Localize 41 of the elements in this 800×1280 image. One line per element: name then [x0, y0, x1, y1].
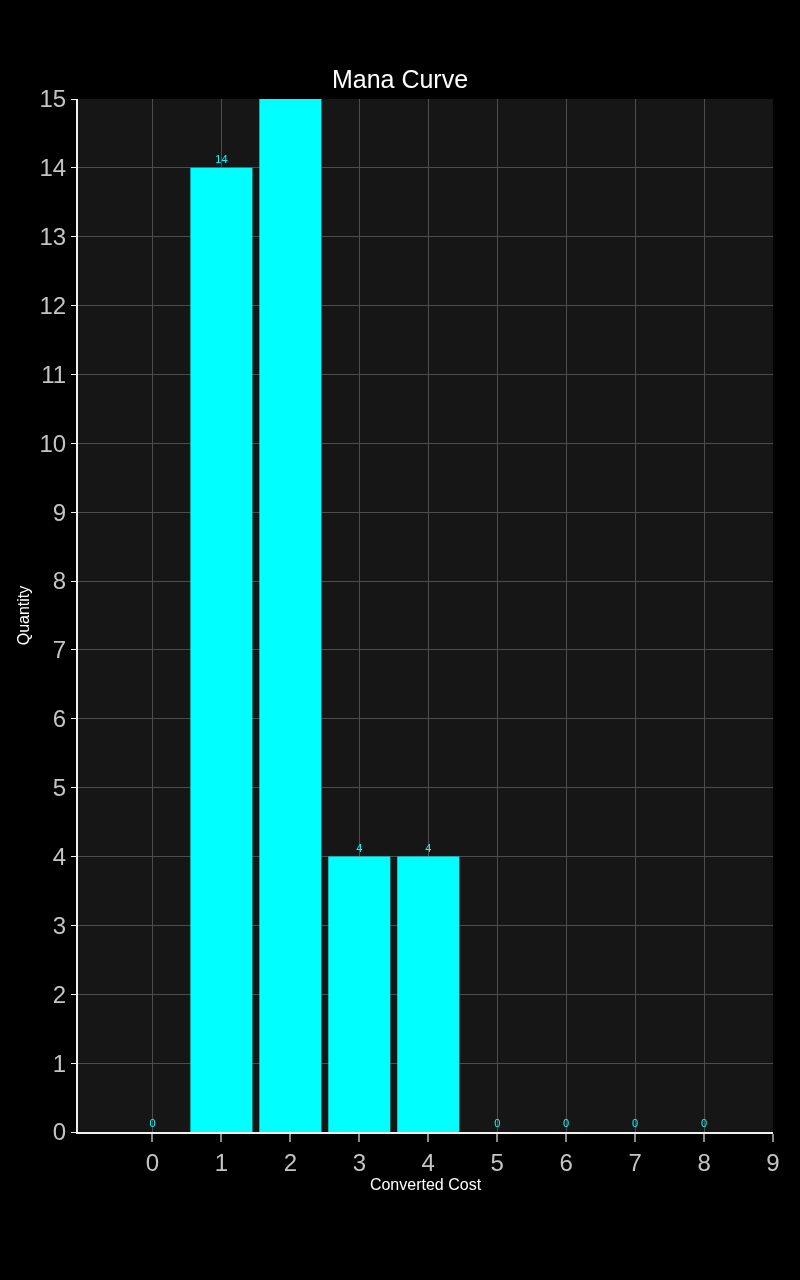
data-label: 0 [700, 1117, 708, 1129]
y-tick-label: 13 [39, 223, 67, 251]
data-label: 4 [425, 841, 432, 854]
data-label: 0 [494, 1117, 501, 1129]
y-tick-label: 9 [52, 498, 67, 526]
x-tick-label: 9 [766, 1148, 780, 1176]
y-tick-label: 11 [41, 360, 67, 388]
chart-title: Mana Curve [331, 64, 469, 93]
y-tick-label: 5 [52, 774, 67, 802]
y-tick-label: 6 [52, 705, 67, 733]
y-tick-label: 4 [52, 842, 67, 870]
bar [259, 99, 322, 1132]
y-tick-label: 10 [39, 429, 67, 457]
x-tick-label: 3 [352, 1148, 366, 1176]
y-tick-label: 7 [52, 636, 67, 664]
x-axis-title: Converted Cost [369, 1175, 482, 1193]
data-label: 4 [356, 841, 363, 854]
bar [397, 856, 460, 1132]
x-tick-label: 5 [490, 1148, 504, 1176]
y-tick-label: 0 [52, 1118, 67, 1146]
y-tick-label: 14 [39, 154, 67, 182]
x-tick-label: 7 [628, 1148, 642, 1176]
data-label: 0 [632, 1117, 639, 1129]
y-tick-label: 15 [39, 85, 67, 113]
y-tick-label: 12 [39, 292, 67, 319]
bar [190, 167, 253, 1132]
data-label: 0 [563, 1117, 570, 1129]
data-label: 0 [149, 1117, 156, 1129]
x-tick-label: 1 [214, 1148, 229, 1176]
y-tick-label: 3 [52, 911, 67, 939]
y-axis-title: Quantity [14, 585, 32, 646]
x-tick-label: 0 [145, 1148, 160, 1176]
x-tick-label: 8 [697, 1148, 711, 1176]
bar [328, 856, 391, 1132]
x-tick-label: 6 [559, 1148, 573, 1176]
x-tick-label: 4 [421, 1148, 435, 1176]
y-tick-label: 1 [52, 1049, 67, 1077]
y-tick-label: 8 [52, 567, 67, 595]
data-label: 14 [215, 152, 228, 165]
x-tick-label: 2 [283, 1148, 298, 1176]
y-tick-label: 2 [52, 980, 67, 1008]
